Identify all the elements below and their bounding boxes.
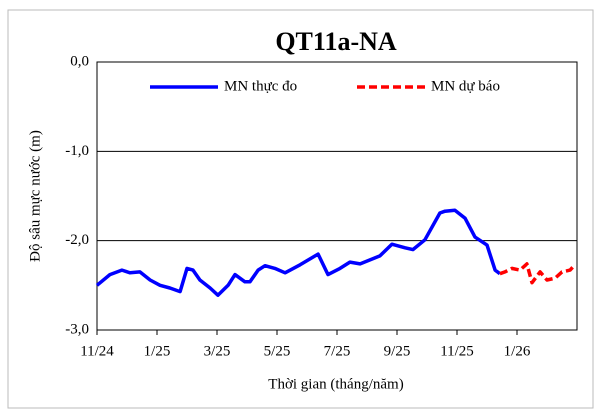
- y-tick-label: -2,0: [65, 232, 89, 248]
- y-tick-label: 0,0: [70, 53, 89, 69]
- y-tick-label: -1,0: [65, 143, 89, 159]
- y-tick-label: -3,0: [65, 321, 89, 337]
- x-tick-label: 11/24: [80, 343, 114, 359]
- chart-frame: [7, 9, 594, 409]
- legend-label: MN dự báo: [431, 78, 500, 94]
- x-axis-label: Thời gian (tháng/năm): [268, 376, 403, 392]
- chart-title: QT11a-NA: [275, 27, 397, 56]
- x-tick-label: 1/25: [144, 343, 171, 359]
- x-tick-label: 5/25: [264, 343, 291, 359]
- x-tick-label: 1/26: [504, 343, 531, 359]
- plot-area: [96, 61, 578, 331]
- x-tick-label: 11/25: [440, 343, 474, 359]
- x-tick-label: 7/25: [324, 343, 351, 359]
- x-tick-label: 9/25: [384, 343, 411, 359]
- data-line: [95, 208, 501, 297]
- legend-label: MN thực đo: [224, 78, 297, 94]
- y-axis-label: Độ sâu mực nước (m): [27, 130, 43, 262]
- x-tick-label: 3/25: [204, 343, 231, 359]
